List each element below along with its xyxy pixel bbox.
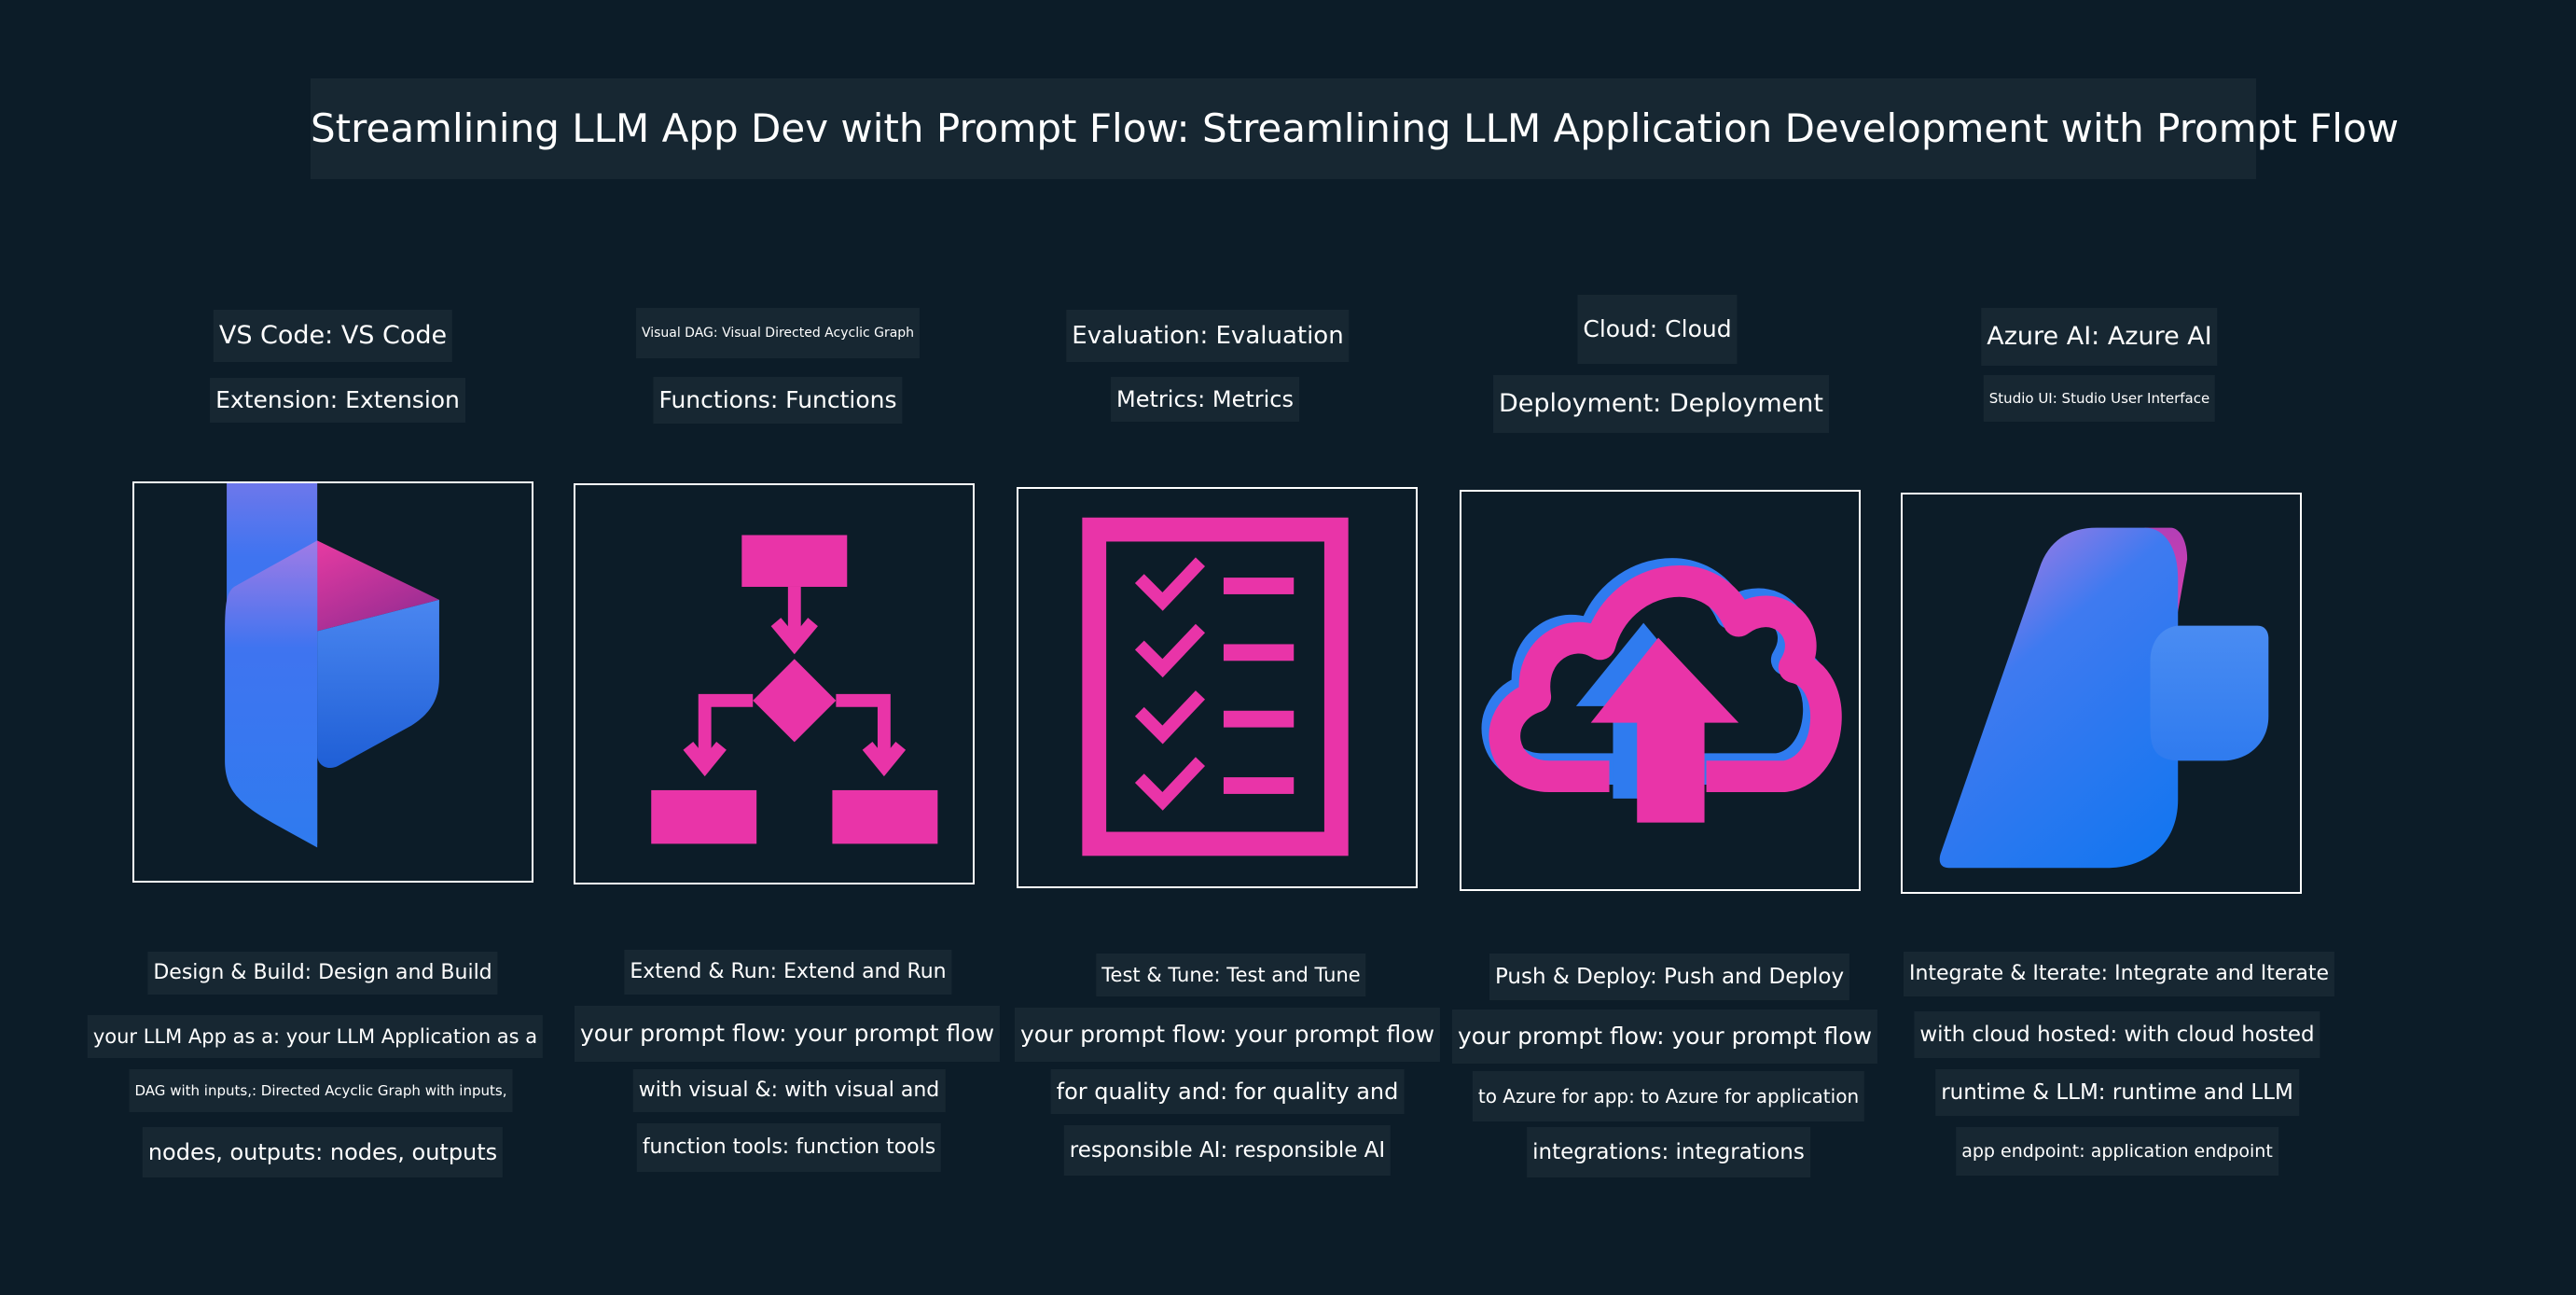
column-1-header-line-2: Extension: Extension (210, 378, 465, 423)
column-2-body-line-3: with visual &: with visual and (632, 1069, 946, 1112)
column-2-body-line-4: function tools: function tools (636, 1123, 942, 1172)
column-5-body-line-2: with cloud hosted: with cloud hosted (1914, 1011, 2320, 1058)
column-4-header-line-1: Cloud: Cloud (1577, 295, 1738, 364)
column-4-header-line-2: Deployment: Deployment (1493, 375, 1829, 433)
column-2-body-line-1: Extend & Run: Extend and Run (624, 950, 952, 995)
column-1-body-line-1: Design & Build: Design and Build (147, 952, 498, 995)
column-3-icon-box (1017, 487, 1418, 888)
checklist-icon (1082, 517, 1349, 856)
column-3-body-line-2: your prompt flow: your prompt flow (1014, 1008, 1441, 1062)
column-5-body-line-4: app endpoint: application endpoint (1956, 1127, 2278, 1176)
column-1-icon-box (132, 481, 533, 883)
column-4-body-line-4: integrations: integrations (1527, 1127, 1810, 1177)
column-4-body-line-1: Push & Deploy: Push and Deploy (1489, 954, 1850, 1000)
prompt-flow-logo-icon (225, 483, 439, 848)
column-5-header-line-2: Studio UI: Studio User Interface (1983, 375, 2216, 422)
column-2-icon-box (574, 483, 975, 884)
column-2-body-line-2: your prompt flow: your prompt flow (574, 1006, 1001, 1062)
column-1-body-line-4: nodes, outputs: nodes, outputs (142, 1127, 504, 1177)
azure-ai-logo-icon (1939, 527, 2269, 869)
cloud-upload-icon (1481, 558, 1842, 823)
column-3-header-line-2: Metrics: Metrics (1111, 377, 1299, 422)
column-3-body-line-4: responsible AI: responsible AI (1063, 1125, 1392, 1176)
page-title: Streamlining LLM App Dev with Prompt Flo… (311, 78, 2399, 179)
column-4-body-line-2: your prompt flow: your prompt flow (1451, 1010, 1878, 1064)
column-2-header-line-1: Visual DAG: Visual Directed Acyclic Grap… (635, 308, 921, 358)
column-3-body-line-3: for quality and: for quality and (1050, 1069, 1405, 1114)
column-4-body-line-3: to Azure for app: to Azure for applicati… (1472, 1071, 1865, 1121)
column-5-body-line-1: Integrate & Iterate: Integrate and Itera… (1903, 952, 2335, 996)
column-5-icon-box (1901, 493, 2302, 894)
column-1-body-line-3: DAG with inputs,: Directed Acyclic Graph… (129, 1069, 513, 1112)
column-1-header-line-1: VS Code: VS Code (213, 310, 453, 362)
column-3-body-line-1: Test & Tune: Test and Tune (1096, 954, 1366, 996)
column-1-body-line-2: your LLM App as a: your LLM Application … (87, 1015, 544, 1058)
column-3-header-line-1: Evaluation: Evaluation (1066, 310, 1350, 362)
column-4-icon-box (1460, 490, 1861, 891)
column-2-header-line-2: Functions: Functions (653, 377, 903, 424)
column-5-header-line-1: Azure AI: Azure AI (1981, 308, 2218, 366)
column-5-body-line-3: runtime & LLM: runtime and LLM (1935, 1069, 2299, 1116)
flowchart-icon (651, 535, 938, 844)
